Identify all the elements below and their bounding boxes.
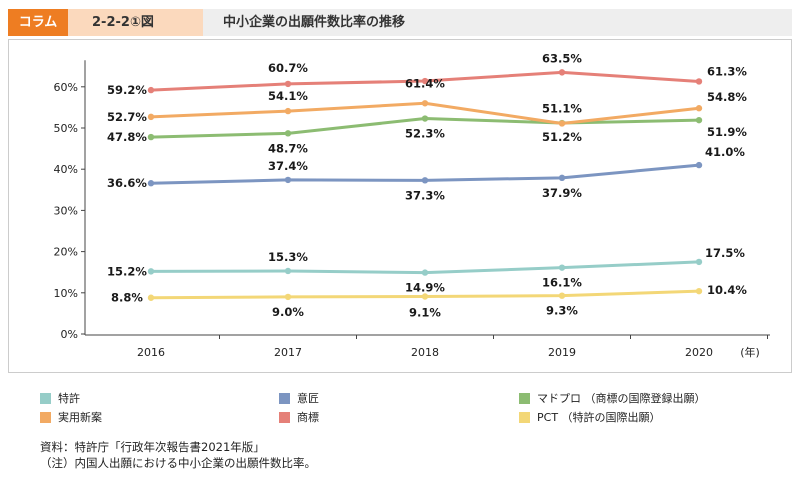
data-point-shohyo — [695, 78, 703, 85]
data-point-jitsuyo — [421, 100, 429, 107]
data-point-tokkyo — [284, 267, 292, 275]
data-point-tokkyo — [421, 269, 429, 276]
source-note: 資料：特許庁「行政年次報告書2021年版」 — [40, 440, 265, 454]
data-label-pct: 8.8% — [111, 291, 143, 305]
data-point-madopuro — [421, 115, 429, 122]
data-point-pct — [147, 294, 155, 301]
data-point-shohyo — [147, 86, 155, 94]
legend-label-tokkyo: 特許 — [58, 392, 80, 405]
x-tick-label: 2018 — [411, 346, 439, 359]
legend: 特許 意匠 マドプロ （商標の国際登録出願） 実用新案 商標 PCT （特許の国… — [0, 386, 800, 436]
data-label-jitsuyo: 54.1% — [268, 89, 308, 103]
data-label-tokkyo: 17.5% — [705, 246, 745, 260]
data-point-madopuro — [147, 133, 155, 141]
legend-swatch-isho — [279, 393, 290, 404]
legend-swatch-jitsuyo — [40, 412, 51, 423]
data-label-madopuro: 51.9% — [707, 125, 747, 139]
data-point-pct — [558, 292, 566, 299]
chart-border — [8, 39, 792, 373]
data-label-pct: 10.4% — [707, 283, 747, 297]
data-label-isho: 41.0% — [705, 145, 745, 159]
figure-notes: 資料：特許庁「行政年次報告書2021年版」 （注）内国人出願における中小企業の出… — [40, 439, 316, 471]
data-label-jitsuyo: 52.7% — [107, 110, 147, 124]
data-point-pct — [695, 287, 703, 295]
data-label-isho: 37.3% — [405, 188, 445, 202]
data-label-isho: 37.4% — [268, 159, 308, 173]
data-label-tokkyo: 15.2% — [107, 264, 147, 278]
data-label-madopuro: 47.8% — [107, 130, 147, 144]
data-label-pct: 9.0% — [272, 305, 304, 319]
data-point-jitsuyo — [558, 120, 566, 127]
data-label-jitsuyo: 51.1% — [542, 101, 582, 115]
data-point-madopuro — [284, 130, 292, 137]
data-label-shohyo: 59.2% — [107, 83, 147, 97]
data-label-pct: 9.1% — [409, 306, 441, 320]
data-label-pct: 9.3% — [546, 304, 578, 318]
data-point-jitsuyo — [695, 105, 703, 112]
y-tick-label: 40% — [54, 163, 78, 176]
data-label-shohyo: 60.7% — [268, 61, 308, 75]
x-tick-label: 2020 — [685, 346, 713, 359]
data-label-tokkyo: 16.1% — [542, 276, 582, 290]
data-point-shohyo — [558, 69, 566, 76]
data-label-madopuro: 52.3% — [405, 127, 445, 141]
legend-swatch-madopuro — [519, 393, 530, 404]
data-point-isho — [421, 177, 429, 184]
data-label-jitsuyo: 61.4% — [405, 76, 445, 90]
data-point-isho — [558, 174, 566, 182]
footnote: （注）内国人出願における中小企業の出願件数比率。 — [40, 456, 316, 470]
data-point-shohyo — [284, 80, 292, 88]
x-tick-label: 2017 — [274, 346, 302, 359]
legend-swatch-shohyo — [279, 412, 290, 423]
data-label-madopuro: 51.2% — [542, 130, 582, 144]
x-tick-label: 2019 — [548, 346, 576, 359]
y-tick-label: 50% — [54, 122, 78, 135]
y-tick-label: 0% — [61, 328, 78, 341]
x-tick-label: 2016 — [137, 346, 165, 359]
data-label-madopuro: 48.7% — [268, 141, 308, 155]
data-label-tokkyo: 14.9% — [405, 281, 445, 295]
data-label-shohyo: 61.3% — [707, 64, 747, 78]
x-axis-label: (年) — [740, 345, 760, 359]
chart-area: 0% 10% 20% 30% 40% 50% 60% 2016 2017 2018 2019 2020… — [8, 39, 792, 373]
figure-title: 中小企業の出願件数比率の推移 — [203, 9, 792, 36]
data-point-shohyo — [421, 77, 429, 85]
data-label-shohyo: 63.5% — [542, 51, 582, 65]
y-tick-label: 20% — [54, 246, 78, 259]
data-point-isho — [695, 161, 703, 169]
data-point-isho — [284, 176, 292, 184]
data-label-tokkyo: 15.3% — [268, 250, 308, 264]
legend-swatch-tokkyo — [40, 393, 51, 404]
line-chart: 0% 10% 20% 30% 40% 50% 60% 2016 2017 2018 2019 2020… — [8, 39, 792, 373]
data-point-isho — [147, 180, 155, 187]
legend-label-jitsuyo: 実用新案 — [58, 411, 102, 424]
legend-label-pct: PCT （特許の国際出願） — [537, 411, 661, 424]
y-tick-label: 10% — [54, 287, 78, 300]
data-point-madopuro — [695, 116, 703, 124]
figure-number: 2-2-2①図 — [68, 9, 203, 36]
data-point-tokkyo — [695, 258, 703, 266]
y-tick-label: 30% — [54, 204, 78, 217]
figure-header: コラム 2-2-2①図 中小企業の出願件数比率の推移 — [8, 9, 792, 36]
legend-label-shohyo: 商標 — [297, 411, 319, 424]
data-point-pct — [421, 293, 429, 300]
legend-label-madopuro: マドプロ （商標の国際登録出願） — [537, 392, 706, 405]
data-point-jitsuyo — [284, 107, 292, 115]
legend-swatch-pct — [519, 412, 530, 423]
legend-label-isho: 意匠 — [297, 392, 319, 405]
column-tag: コラム — [8, 9, 68, 36]
data-point-pct — [284, 293, 292, 301]
data-point-jitsuyo — [147, 113, 155, 121]
data-label-isho: 37.9% — [542, 186, 582, 200]
data-point-tokkyo — [558, 264, 566, 271]
data-label-jitsuyo: 54.8% — [707, 90, 747, 104]
data-point-tokkyo — [147, 268, 155, 275]
y-tick-label: 60% — [54, 81, 78, 94]
data-label-isho: 36.6% — [107, 176, 147, 190]
